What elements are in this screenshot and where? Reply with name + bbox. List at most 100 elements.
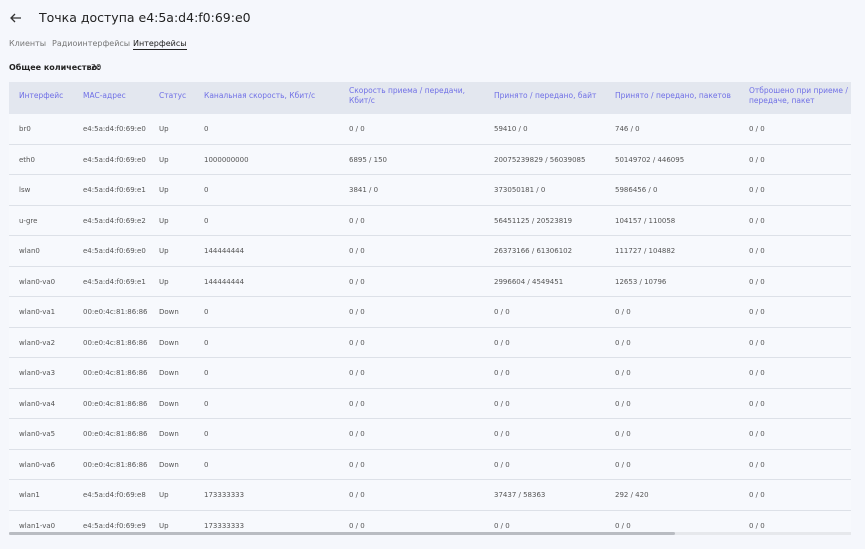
table-cell: 26373166 / 61306102 xyxy=(494,247,573,255)
interfaces-table: Интерфейс MAC-адрес Статус Канальная скорос… xyxy=(9,82,851,532)
table-cell: 0 / 0 xyxy=(615,338,631,347)
scrollbar-thumb[interactable] xyxy=(9,532,675,535)
table-cell: 0 / 0 xyxy=(749,521,765,530)
table-cell: 50149702 / 446095 xyxy=(615,155,685,164)
table-cell: 746 / 0 xyxy=(615,125,640,133)
table-cell: 12653 / 10796 xyxy=(615,277,667,286)
table-cell: u-gre xyxy=(19,216,38,225)
table-cell: 2996604 / 4549451 xyxy=(494,277,564,286)
table-cell: eth0 xyxy=(19,155,35,164)
column-header: Интерфейс xyxy=(19,91,64,100)
back-button[interactable] xyxy=(9,10,23,26)
table-row: br0 e4:5a:d4:f0:69:e0 Up 0 0 / 0 59410 / 0 746… xyxy=(9,114,851,145)
table-row: wlan1 e4:5a:d4:f0:69:e8 Up 173333333 0 / 0 37… xyxy=(9,480,851,511)
table-cell: Up xyxy=(159,186,169,194)
table-cell: 0 / 0 xyxy=(749,338,765,347)
table-cell: 173333333 xyxy=(204,491,245,499)
table-cell: Down xyxy=(159,369,179,377)
table-cell: wlan1 xyxy=(19,491,40,499)
table-cell: 292 / 420 xyxy=(615,491,649,499)
table-cell: 0 xyxy=(204,399,209,408)
table-cell: 0 / 0 xyxy=(349,125,365,133)
table-cell: 0 / 0 xyxy=(494,308,510,316)
table-cell: 0 xyxy=(204,460,209,469)
table-cell: 0 / 0 xyxy=(615,460,631,469)
table-cell: Up xyxy=(159,277,169,286)
table-cell: 0 / 0 xyxy=(349,491,365,499)
table-cell: e4:5a:d4:f0:69:e0 xyxy=(83,125,146,133)
tab[interactable]: Клиенты xyxy=(9,39,47,48)
table-cell: e4:5a:d4:f0:69:e2 xyxy=(83,216,146,225)
table-row: eth0 e4:5a:d4:f0:69:e0 Up 1000000000 6895 / … xyxy=(9,145,851,175)
table-cell: 0 / 0 xyxy=(349,369,365,377)
table-row: wlan0-va0 e4:5a:d4:f0:69:e1 Up 144444444 0 /… xyxy=(9,267,851,297)
table-cell: 0 / 0 xyxy=(494,369,510,377)
table-cell: 0 / 0 xyxy=(749,399,765,408)
table-row: lsw e4:5a:d4:f0:69:e1 Up 0 3841 / 0 373050181… xyxy=(9,175,851,206)
column-header: Принято / передано, байт xyxy=(494,91,597,100)
table-cell: 0 / 0 xyxy=(749,125,765,133)
scrollbar[interactable] xyxy=(9,532,851,535)
table-header: Интерфейс MAC-адрес Статус Канальная скорос… xyxy=(9,82,851,114)
table-cell: 0 / 0 xyxy=(615,430,631,438)
tab[interactable]: Радиоинтерфейсы xyxy=(52,39,131,48)
column-header: Канальная скорость, Кбит/с xyxy=(204,91,316,100)
table-cell: 0 / 0 xyxy=(749,430,765,438)
table-row: wlan0-va3 00:e0:4c:81:86:86 Down 0 0 / 0 0 / … xyxy=(9,358,851,389)
table-cell: wlan0-va2 xyxy=(19,338,56,347)
table-cell: 373050181 / 0 xyxy=(494,186,546,194)
table-cell: 0 xyxy=(204,216,209,225)
table-cell: Down xyxy=(159,338,179,347)
table-cell: Up xyxy=(159,216,169,225)
table-row: wlan0-va5 00:e0:4c:81:86:86 Down 0 0 / 0 0 / … xyxy=(9,419,851,450)
table-cell: 0 / 0 xyxy=(349,216,365,225)
table-cell: 0 / 0 xyxy=(749,369,765,377)
table-cell: Down xyxy=(159,399,179,408)
table-cell: 0 / 0 xyxy=(749,491,765,499)
table-cell: wlan0-va6 xyxy=(19,460,56,469)
table-cell: wlan0 xyxy=(19,247,40,255)
table-cell: 0 / 0 xyxy=(494,399,510,408)
table-cell: 104157 / 110058 xyxy=(615,216,676,225)
table-cell: Up xyxy=(159,125,169,133)
table-cell: 0 / 0 xyxy=(349,460,365,469)
table-cell: 0 / 0 xyxy=(494,430,510,438)
table-cell: e4:5a:d4:f0:69:e9 xyxy=(83,521,146,530)
table-cell: 56451125 / 20523819 xyxy=(494,216,573,225)
table-cell: 0 / 0 xyxy=(615,308,631,316)
table-cell: 59410 / 0 xyxy=(494,125,528,133)
table-cell: 0 / 0 xyxy=(349,338,365,347)
table-cell: 0 / 0 xyxy=(349,521,365,530)
table-cell: 5986456 / 0 xyxy=(615,186,658,194)
table-cell: 0 / 0 xyxy=(494,338,510,347)
table-row: wlan0-va2 00:e0:4c:81:86:86 Down 0 0 / 0 0 / … xyxy=(9,328,851,358)
table-cell: lsw xyxy=(19,186,31,194)
table-cell: 0 / 0 xyxy=(749,460,765,469)
table-cell: 0 xyxy=(204,125,209,133)
table-cell: 0 / 0 xyxy=(349,430,365,438)
table-row: wlan0 e4:5a:d4:f0:69:e0 Up 144444444 0 / 0 26… xyxy=(9,236,851,267)
table-cell: Down xyxy=(159,430,179,438)
table-cell: 173333333 xyxy=(204,521,245,530)
table-cell: wlan0-va1 xyxy=(19,308,56,316)
table-cell: 00:e0:4c:81:86:86 xyxy=(83,460,148,469)
column-header: Отброшено при приеме / передаче, пакет xyxy=(749,86,848,105)
table-row: u-gre e4:5a:d4:f0:69:e2 Up 0 0 / 0 56451125 /… xyxy=(9,206,851,236)
tab-active[interactable]: Интерфейсы xyxy=(133,39,187,50)
table-cell: 0 / 0 xyxy=(349,247,365,255)
table-cell: 111727 / 104882 xyxy=(615,247,676,255)
table-cell: Up xyxy=(159,247,169,255)
table-cell: 0 xyxy=(204,308,209,316)
table-row: wlan0-va1 00:e0:4c:81:86:86 Down 0 0 / 0 0 / … xyxy=(9,297,851,328)
table-cell: 20075239829 / 56039085 xyxy=(494,155,586,164)
table-cell: e4:5a:d4:f0:69:e8 xyxy=(83,491,146,499)
table-cell: 0 xyxy=(204,430,209,438)
table-cell: 144444444 xyxy=(204,247,245,255)
table-cell: 00:e0:4c:81:86:86 xyxy=(83,430,148,438)
table-cell: 37437 / 58363 xyxy=(494,491,546,499)
table-cell: wlan0-va5 xyxy=(19,430,56,438)
table-cell: wlan0-va0 xyxy=(19,277,56,286)
table-cell: 6895 / 150 xyxy=(349,155,387,164)
table-cell: 00:e0:4c:81:86:86 xyxy=(83,369,148,377)
